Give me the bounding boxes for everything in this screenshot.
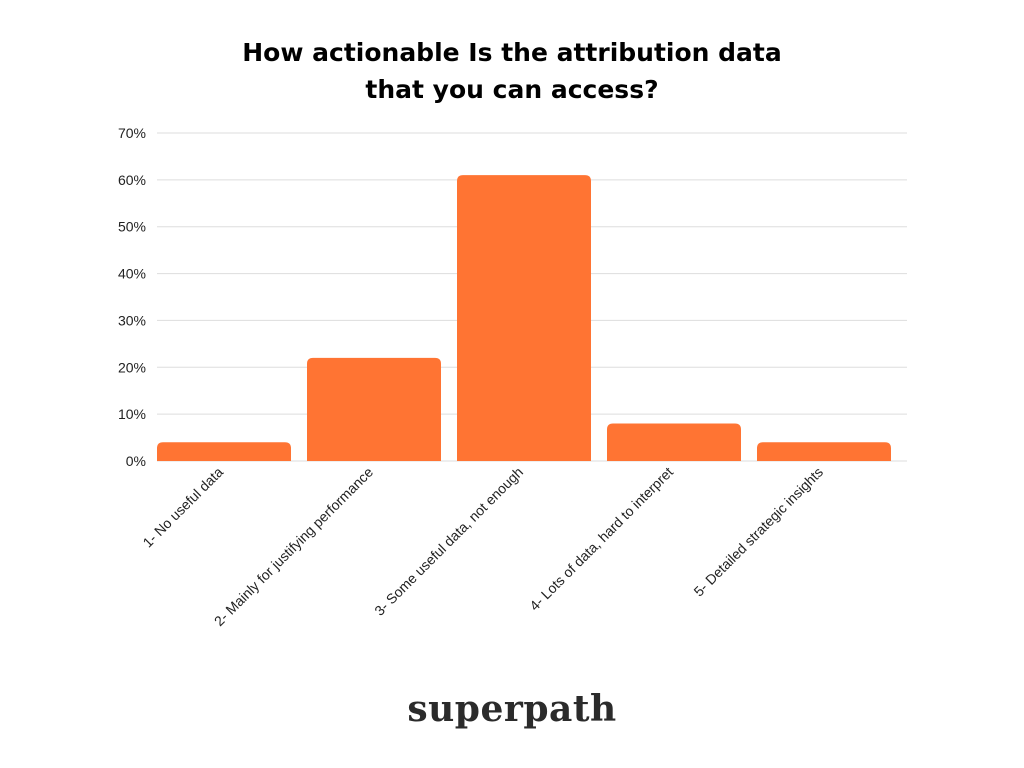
x-tick-label: 1- No useful data — [139, 464, 226, 551]
bar — [757, 442, 891, 461]
x-tick-label: 2- Mainly for justifying performance — [211, 464, 377, 630]
y-tick-label: 40% — [118, 266, 146, 282]
y-tick-label: 50% — [118, 219, 146, 235]
x-tick-label: 3- Some useful data, not enough — [371, 464, 526, 619]
y-tick-label: 60% — [118, 172, 146, 188]
bar — [157, 442, 291, 461]
x-tick-label: 5- Detailed strategic insights — [690, 464, 826, 600]
bar — [607, 423, 741, 461]
y-tick-label: 30% — [118, 312, 146, 328]
bar — [457, 175, 591, 461]
y-tick-label: 20% — [118, 359, 146, 375]
x-tick-label: 4- Lots of data, hard to interpret — [526, 464, 676, 614]
y-tick-label: 0% — [126, 453, 146, 469]
y-tick-label: 10% — [118, 406, 146, 422]
chart-title: How actionable Is the attribution data t… — [0, 34, 1024, 108]
chart-title-line-1: How actionable Is the attribution data — [242, 38, 782, 67]
y-tick-label: 70% — [118, 125, 146, 141]
bar — [307, 357, 441, 461]
chart-title-line-2: that you can access? — [365, 75, 659, 104]
superpath-logo: superpath — [407, 688, 617, 730]
